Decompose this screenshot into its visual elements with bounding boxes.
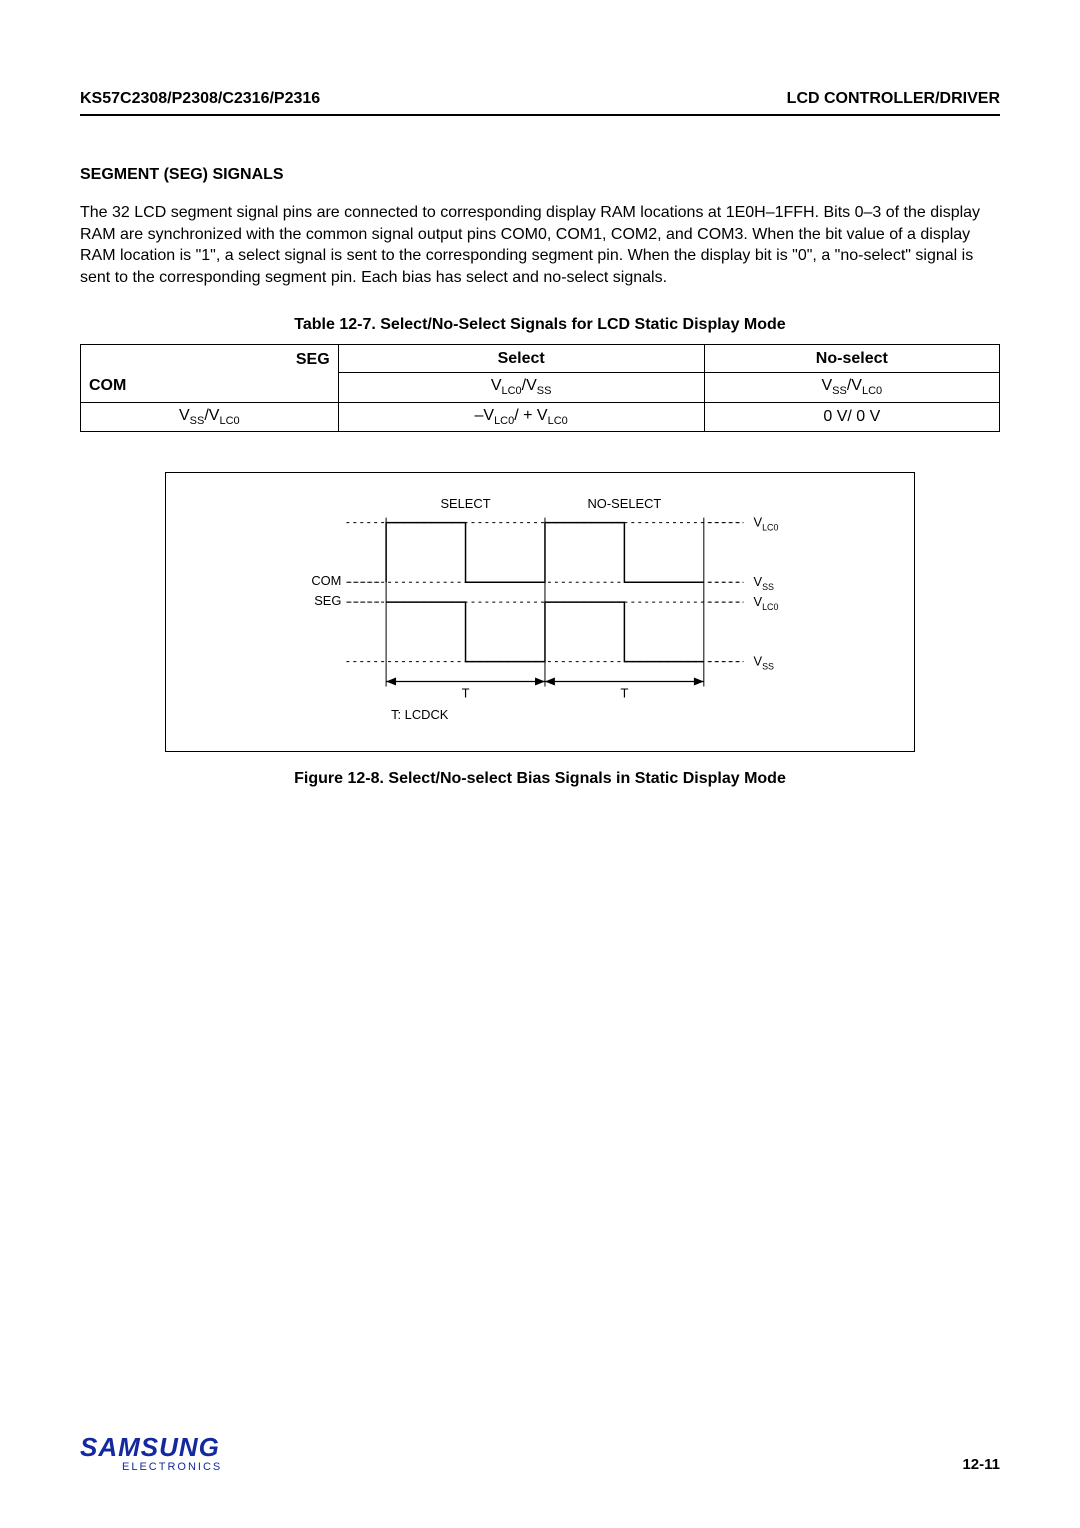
figure-caption: Figure 12-8. Select/No-select Bias Signa… (80, 770, 1000, 788)
page-header: KS57C2308/P2308/C2316/P2316 LCD CONTROLL… (80, 90, 1000, 116)
cell-select-2: –VLC0/ + VLC0 (338, 402, 704, 431)
electronics-word: ELECTRONICS (122, 1461, 222, 1473)
col-noselect: No-select (704, 345, 999, 373)
noselect-text: NO-SELECT (588, 496, 662, 511)
waveform-svg: SELECT NO-SELECT COM SEG VLC0 VSS VLC0 V… (166, 473, 914, 751)
t-label-1: T (462, 685, 470, 700)
vlc0-label-1: VLC0 (753, 514, 778, 532)
header-right: LCD CONTROLLER/DRIVER (787, 90, 1000, 108)
vlc0-label-2: VLC0 (753, 594, 778, 612)
cell-com-2: VSS/VLC0 (81, 402, 339, 431)
cell-noselect-1: VSS/VLC0 (704, 373, 999, 402)
select-text: SELECT (440, 496, 490, 511)
figure-box: SELECT NO-SELECT COM SEG VLC0 VSS VLC0 V… (165, 472, 915, 752)
section-title: SEGMENT (SEG) SIGNALS (80, 166, 1000, 184)
page-footer: SAMSUNG ELECTRONICS 12-11 (80, 1432, 1000, 1473)
t-label-2: T (620, 685, 628, 700)
seg-row-label: SEG (314, 593, 341, 608)
header-left: KS57C2308/P2308/C2316/P2316 (80, 90, 320, 108)
lcdck-label: T: LCDCK (391, 707, 449, 722)
body-paragraph: The 32 LCD segment signal pins are conne… (80, 202, 1000, 288)
table-caption: Table 12-7. Select/No-Select Signals for… (80, 316, 1000, 334)
vss-label-1: VSS (753, 574, 774, 592)
vss-label-2: VSS (753, 653, 774, 671)
col-select: Select (338, 345, 704, 373)
samsung-logo: SAMSUNG ELECTRONICS (80, 1432, 222, 1473)
seg-header: SEG (81, 347, 338, 373)
com-row-label: COM (311, 573, 341, 588)
signals-table: SEG COM Select No-select VLC0/VSS VSS/VL… (80, 344, 1000, 431)
com-header: COM (81, 373, 338, 399)
samsung-word: SAMSUNG (80, 1432, 222, 1463)
cell-noselect-2: 0 V/ 0 V (704, 402, 999, 431)
cell-select-1: VLC0/VSS (338, 373, 704, 402)
page-number: 12-11 (962, 1456, 1000, 1473)
